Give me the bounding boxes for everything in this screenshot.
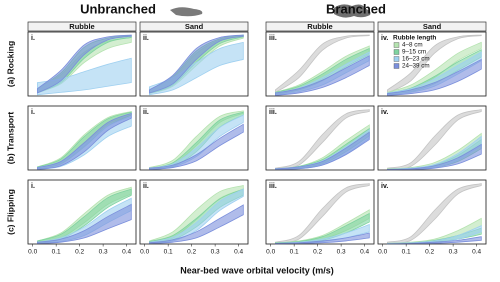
confidence-band [386,34,482,94]
x-tick-label: 0.2 [187,249,196,256]
x-tick-label: 0.0 [28,249,37,256]
column-header-strip [265,21,375,32]
column-header: Sand [185,22,204,31]
x-tick-label: 0.1 [290,249,299,256]
x-tick-label: 0.2 [75,249,84,256]
panel-label: i. [31,35,35,42]
x-tick-label: 0.4 [234,249,243,256]
x-tick-label: 0.0 [140,249,149,256]
confidence-band [36,34,132,94]
row-label: (a) Rocking [5,41,15,87]
panel-frame [139,31,249,97]
panel-frame [27,31,137,97]
legend-swatch [393,42,400,48]
column-header-strip [27,21,137,32]
row-label: (c) Flipping [5,189,15,235]
legend-label: 24–39 cm [402,63,430,70]
row-label: (b) Transport [5,112,15,165]
panel-label: iii. [269,35,277,42]
x-tick-label: 0.4 [472,249,481,256]
column-header: Rubble [69,22,94,31]
panel-frame [265,105,375,171]
confidence-band [274,34,370,94]
confidence-band [274,131,370,170]
legend-swatch [393,56,400,62]
panel-background [377,105,487,171]
x-tick-label: 0.0 [378,249,387,256]
legend-swatch [393,49,400,55]
x-tick-label: 0.2 [425,249,434,256]
panel-label: iv. [381,109,388,116]
x-tick-label: 0.3 [211,249,220,256]
panel-label: iii. [269,109,277,116]
group-title: Branched [326,1,386,16]
x-tick-label: 0.0 [266,249,275,256]
x-axis-title: Near-bed wave orbital velocity (m/s) [180,265,334,275]
panel-label: i. [31,109,35,116]
confidence-band [274,232,370,245]
x-tick-label: 0.3 [449,249,458,256]
confidence-band [386,183,482,244]
panel-label: ii. [143,35,149,42]
panel-frame [265,179,375,245]
legend-title: Rubble length [393,35,436,42]
confidence-band [386,58,482,96]
confidence-band [36,112,132,170]
x-tick-label: 0.3 [99,249,108,256]
panel-label: ii. [143,183,149,190]
x-tick-label: 0.1 [164,249,173,256]
panel-frame [377,31,487,97]
x-tick-label: 0.2 [313,249,322,256]
x-tick-label: 0.3 [337,249,346,256]
confidence-band [148,34,244,94]
coral-icon [334,4,371,18]
coral-icon [170,7,203,17]
confidence-band [36,203,132,244]
x-tick-label: 0.1 [402,249,411,256]
group-title: Unbranched [80,1,156,16]
panel-frame [139,179,249,245]
legend-swatch [393,63,400,69]
x-tick-label: 0.4 [360,249,369,256]
panel-frame [377,179,487,245]
panel-frame [27,179,137,245]
confidence-band [274,55,370,96]
confidence-band [148,204,244,244]
panel-label: iv. [381,35,388,42]
confidence-band [274,109,370,170]
panel-frame [377,105,487,171]
column-header: Sand [423,22,442,31]
confidence-band [148,123,244,170]
legend-label: 16–23 cm [402,56,430,63]
legend-label: 9–15 cm [402,49,426,56]
confidence-band [386,143,482,171]
panel-label: iii. [269,183,277,190]
confidence-band [36,57,132,96]
panel-frame [265,31,375,97]
column-header: Rubble [307,22,332,31]
x-tick-label: 0.1 [52,249,61,256]
confidence-band [274,183,370,244]
column-header-strip [377,21,487,32]
panel-frame [27,105,137,171]
column-header-strip [139,21,249,32]
panel-label: i. [31,183,35,190]
panel-label: iv. [381,183,388,190]
legend-label: 4–8 cm [402,42,423,49]
confidence-band [386,109,482,170]
x-tick-label: 0.4 [122,249,131,256]
panel-frame [139,105,249,171]
panel-label: ii. [143,109,149,116]
